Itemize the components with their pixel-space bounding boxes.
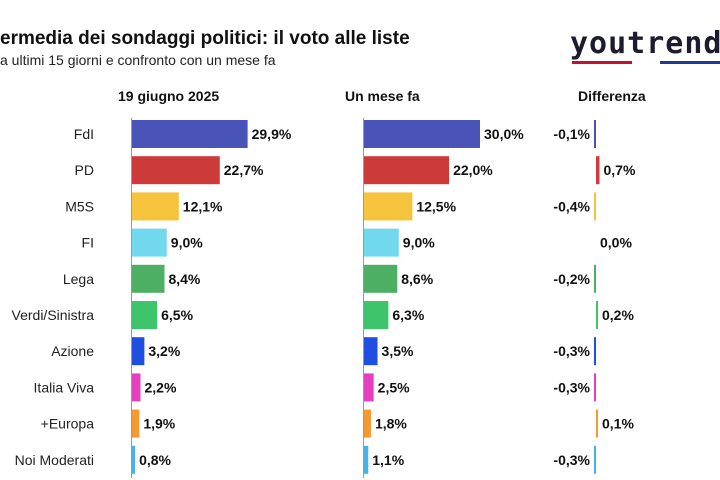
- bar-previous: [364, 373, 374, 402]
- data-label-difference: -0,4%: [553, 198, 590, 214]
- column-header-previous: Un mese fa: [345, 88, 420, 104]
- data-label-previous: 9,0%: [403, 235, 435, 251]
- category-label: FdI: [74, 126, 94, 142]
- bar-previous: [364, 264, 398, 293]
- bar-difference: [594, 264, 596, 293]
- data-label-previous: 1,8%: [375, 416, 407, 432]
- bar-difference: [594, 445, 596, 474]
- category-label: Lega: [63, 271, 94, 287]
- logo-underline: [572, 61, 720, 64]
- data-label-previous: 22,0%: [453, 162, 493, 178]
- chart-title: ermedia dei sondaggi politici: il voto a…: [0, 28, 410, 49]
- column-header-difference: Differenza: [578, 88, 646, 104]
- data-label-difference: 0,7%: [604, 162, 636, 178]
- category-label: M5S: [65, 198, 94, 214]
- bar-difference: [596, 156, 600, 185]
- bar-previous: [364, 228, 399, 257]
- data-label-difference: -0,3%: [553, 343, 590, 359]
- bar-previous: [364, 445, 369, 474]
- category-label: +Europa: [41, 416, 95, 432]
- data-label-difference: -0,3%: [553, 452, 590, 468]
- data-label-current: 6,5%: [161, 307, 193, 323]
- data-label-previous: 6,3%: [392, 307, 424, 323]
- bar-current: [132, 192, 179, 221]
- bar-current: [132, 373, 141, 402]
- bar-previous: [364, 409, 371, 438]
- data-label-current: 29,9%: [252, 126, 292, 142]
- bar-current: [132, 337, 145, 366]
- data-label-current: 22,7%: [224, 162, 264, 178]
- data-label-difference: -0,1%: [553, 126, 590, 142]
- bar-current: [132, 301, 158, 329]
- data-label-current: 9,0%: [171, 235, 203, 251]
- category-label: Azione: [51, 343, 94, 359]
- data-label-difference: -0,3%: [553, 379, 590, 395]
- bar-current: [132, 120, 248, 148]
- youtrend-logo: youtrend: [570, 26, 720, 61]
- bar-previous: [364, 337, 378, 366]
- data-label-difference: 0,0%: [600, 235, 632, 251]
- chart-subtitle: a ultimi 15 giorni e confronto con un me…: [0, 52, 276, 68]
- bar-previous: [364, 120, 480, 148]
- bar-previous: [364, 192, 413, 221]
- bar-difference: [596, 409, 598, 438]
- data-label-previous: 1,1%: [372, 452, 404, 468]
- bar-difference: [594, 120, 596, 148]
- bar-previous: [364, 301, 389, 329]
- bar-current: [132, 445, 136, 474]
- data-label-difference: 0,2%: [602, 307, 634, 323]
- bar-previous: [364, 156, 450, 185]
- category-label: Noi Moderati: [15, 452, 94, 468]
- data-label-previous: 8,6%: [401, 271, 433, 287]
- data-label-previous: 12,5%: [416, 198, 456, 214]
- category-label: FI: [82, 235, 94, 251]
- category-label: Italia Viva: [34, 379, 95, 395]
- category-label: PD: [75, 162, 94, 178]
- bar-current: [132, 156, 220, 185]
- data-label-current: 2,2%: [145, 379, 177, 395]
- data-label-difference: 0,1%: [602, 416, 634, 432]
- data-label-current: 1,9%: [143, 416, 175, 432]
- column-header-current: 19 giugno 2025: [118, 88, 220, 104]
- data-label-current: 0,8%: [139, 452, 171, 468]
- category-label: Verdi/Sinistra: [12, 307, 95, 323]
- bar-difference: [596, 301, 598, 329]
- bar-current: [132, 228, 167, 257]
- bar-difference: [594, 192, 596, 221]
- data-label-current: 12,1%: [183, 198, 223, 214]
- data-label-previous: 2,5%: [378, 379, 410, 395]
- bar-difference: [594, 337, 596, 366]
- data-label-difference: -0,2%: [553, 271, 590, 287]
- bar-current: [132, 264, 165, 293]
- data-label-current: 8,4%: [168, 271, 200, 287]
- bar-difference: [594, 373, 596, 402]
- data-label-current: 3,2%: [148, 343, 180, 359]
- bar-current: [132, 409, 140, 438]
- data-label-previous: 3,5%: [382, 343, 414, 359]
- data-label-previous: 30,0%: [484, 126, 524, 142]
